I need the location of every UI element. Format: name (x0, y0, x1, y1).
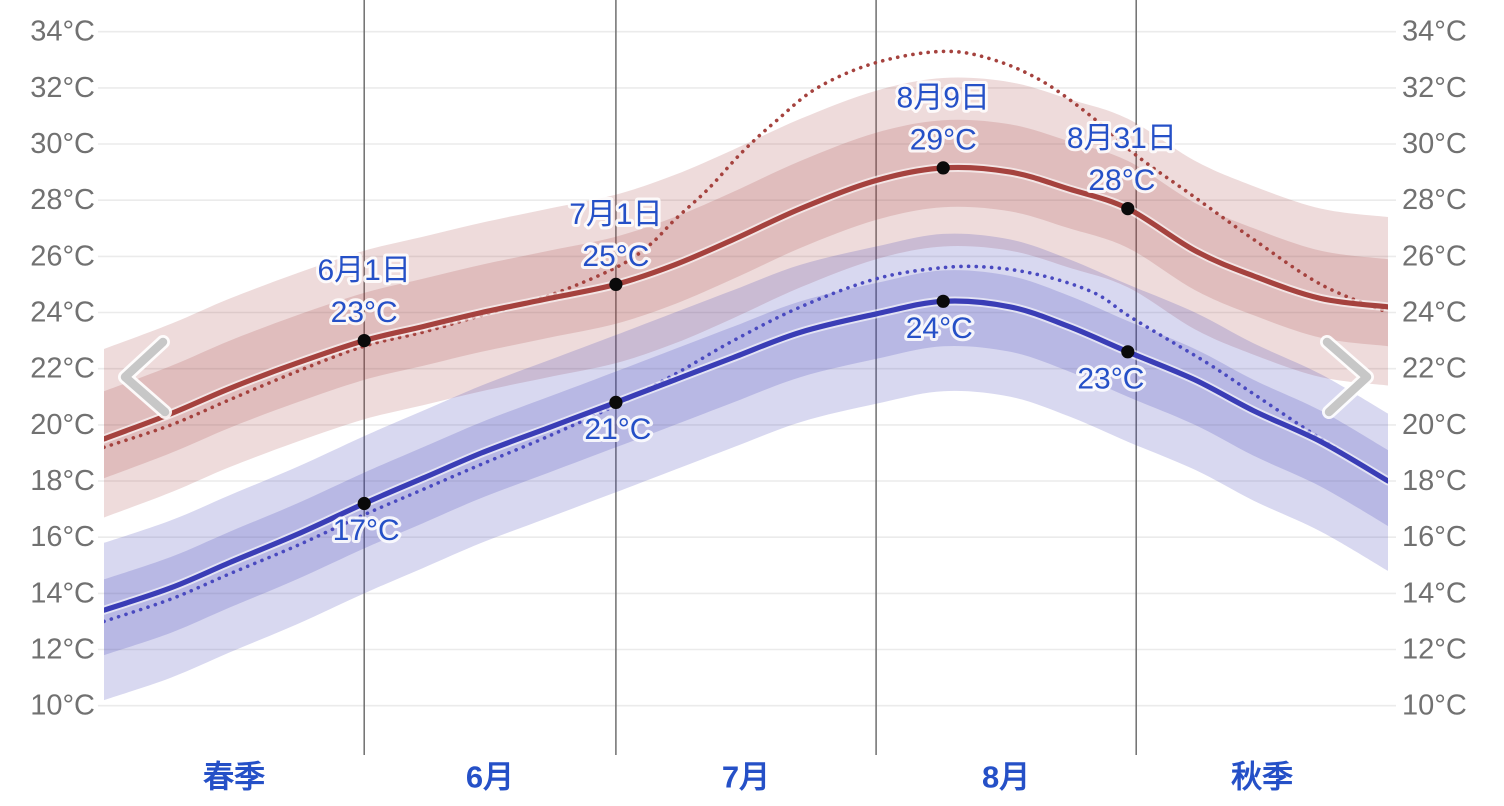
y-tick-left-22c: 22°C (30, 353, 95, 385)
y-axis-labels: 34°C 34°C 32°C 32°C 30°C 30°C 28°C 28°C 26°C 26°C… (30, 16, 1467, 722)
point-low-temperature-mean-day-31 (357, 496, 371, 511)
horizontal-gridlines (98, 30, 1396, 707)
y-tick-left-28c: 28°C (30, 184, 95, 216)
annotation-label: 17°C (333, 514, 400, 547)
y-tick-left-10c: 10°C (30, 690, 95, 722)
y-tick-right-28c: 28°C (1402, 184, 1467, 216)
point-low-temperature-mean-day-100 (936, 294, 950, 308)
y-tick-left-12c: 12°C (30, 634, 95, 666)
y-tick-right-10c: 10°C (1402, 690, 1467, 722)
annotation-label: 23°C (331, 296, 398, 329)
chevron-right-icon (1322, 337, 1372, 417)
high-temperature-perceived-dotted-line (104, 49, 1388, 450)
point-low-temperature-mean-day-122 (1121, 345, 1135, 359)
point-high-temperature-mean-day-31 (357, 334, 371, 348)
x-axis-label-5: 秋季 (1231, 760, 1293, 795)
x-axis-label-1: 春季 (203, 760, 265, 795)
y-tick-left-34c: 34°C (30, 16, 95, 48)
annotation-label: 7月1日 (569, 198, 662, 231)
y-tick-right-26c: 26°C (1402, 240, 1467, 272)
x-axis-labels: 春季 6月 7月 8月 秋季 (203, 760, 1293, 795)
temperature-lines (104, 49, 1388, 624)
y-tick-right-24c: 24°C (1402, 297, 1467, 329)
x-axis-label-4: 8月 (982, 760, 1030, 795)
y-tick-left-20c: 20°C (30, 409, 95, 441)
next-button[interactable] (1320, 335, 1374, 419)
point-low-temperature-mean-day-61 (609, 395, 623, 409)
prev-button[interactable] (118, 335, 172, 419)
y-tick-right-32c: 32°C (1402, 72, 1467, 104)
y-tick-left-24c: 24°C (30, 297, 95, 329)
point-high-temperature-mean-day-100 (936, 161, 950, 175)
high-temperature-mean-band-inner (104, 119, 1388, 479)
point-high-temperature-mean-day-122 (1121, 202, 1135, 216)
low-temperature-mean-band-outer (104, 233, 1388, 701)
y-tick-right-34c: 34°C (1402, 16, 1467, 48)
x-axis-label-3: 7月 (722, 760, 770, 795)
low-temperature-mean-band-inner (104, 270, 1388, 656)
low-temperature-perceived-dotted-line (104, 264, 1388, 624)
x-axis-label-2: 6月 (466, 760, 514, 795)
y-tick-left-26c: 26°C (30, 240, 95, 272)
y-tick-right-12c: 12°C (1402, 634, 1467, 666)
y-tick-right-16c: 16°C (1402, 521, 1467, 553)
annotation-label: 25°C (582, 240, 649, 273)
annotation-label: 8月31日 (1067, 122, 1177, 155)
y-tick-right-20c: 20°C (1402, 409, 1467, 441)
y-tick-right-30c: 30°C (1402, 128, 1467, 160)
annotation-label: 29°C (910, 123, 977, 156)
annotation-label: 28°C (1088, 164, 1155, 197)
annotation-label: 21°C (584, 413, 651, 446)
y-tick-left-14c: 14°C (30, 577, 95, 609)
annotation-label: 6月1日 (317, 254, 410, 287)
data-labels: 6月1日 23°C 7月1日 25°C 8月9日 29°C 8月31日 28°C 17°C 21°… (314, 78, 1179, 550)
data-points (357, 161, 1135, 511)
y-tick-right-22c: 22°C (1402, 353, 1467, 385)
y-tick-right-18c: 18°C (1402, 465, 1467, 497)
point-high-temperature-mean-day-61 (609, 277, 623, 291)
y-tick-left-18c: 18°C (30, 465, 95, 497)
annotation-label: 24°C (906, 312, 973, 345)
y-tick-right-14c: 14°C (1402, 577, 1467, 609)
month-gridlines (363, 0, 1137, 755)
y-tick-left-16c: 16°C (30, 521, 95, 553)
annotation-label: 23°C (1077, 362, 1144, 395)
high-temperature-mean-line (104, 164, 1388, 442)
chevron-left-icon (120, 337, 170, 417)
plot-area[interactable] (104, 0, 1388, 755)
annotation-label: 8月9日 (897, 81, 990, 114)
low-temperature-mean-line (104, 298, 1388, 613)
y-tick-left-32c: 32°C (30, 72, 95, 104)
y-tick-left-30c: 30°C (30, 128, 95, 160)
